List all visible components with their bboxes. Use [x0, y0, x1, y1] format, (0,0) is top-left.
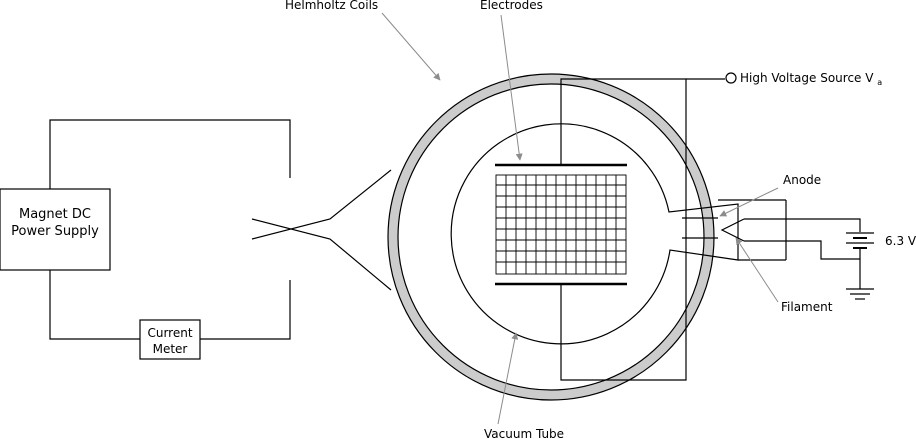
- vacuum-tube-pointer: [497, 332, 519, 425]
- coil-lead-b: [251, 169, 392, 240]
- helmholtz-coil-inner: [397, 83, 705, 391]
- helmholtz-pointer: [381, 12, 441, 81]
- vacuum-tube: [450, 123, 739, 345]
- high-voltage-text: High Voltage Source V: [740, 71, 874, 85]
- filament-pointer: [735, 237, 779, 303]
- magnet-supply-label-2: Power Supply: [11, 224, 99, 239]
- magnet-dc-power-supply: [0, 188, 111, 271]
- current-meter-label-1: Current: [147, 326, 192, 340]
- filament: [720, 218, 745, 242]
- high-voltage-wire: [560, 78, 687, 381]
- coil-wire-bottom: [49, 270, 140, 340]
- ground-symbol: [846, 259, 874, 300]
- helmholtz-coils-label: Helmholtz Coils: [285, 0, 378, 12]
- coil-lead-a: [251, 218, 392, 291]
- high-voltage-label: High Voltage Source V a: [740, 71, 882, 87]
- magnet-supply-label-1: Magnet DC: [19, 207, 91, 222]
- high-voltage-terminal: [725, 72, 737, 84]
- coil-wire-top: [49, 119, 291, 189]
- electrodes-pointer: [500, 14, 523, 161]
- filament-label: Filament: [781, 300, 833, 314]
- supply-voltage-label: 6.3 V: [885, 234, 916, 248]
- current-meter-label-2: Meter: [153, 342, 188, 356]
- anode-label: Anode: [783, 173, 821, 187]
- battery-symbol: [846, 232, 874, 249]
- high-voltage-subscript: a: [877, 78, 882, 87]
- vacuum-tube-label: Vacuum Tube: [484, 427, 564, 439]
- electrode-grid: [495, 174, 627, 275]
- anode-pointer: [719, 187, 779, 217]
- filament-wire-bottom: [744, 240, 861, 260]
- filament-wire-top: [744, 218, 861, 232]
- coil-wire-bottom-right: [200, 280, 291, 340]
- electrodes-label: Electrodes: [480, 0, 543, 12]
